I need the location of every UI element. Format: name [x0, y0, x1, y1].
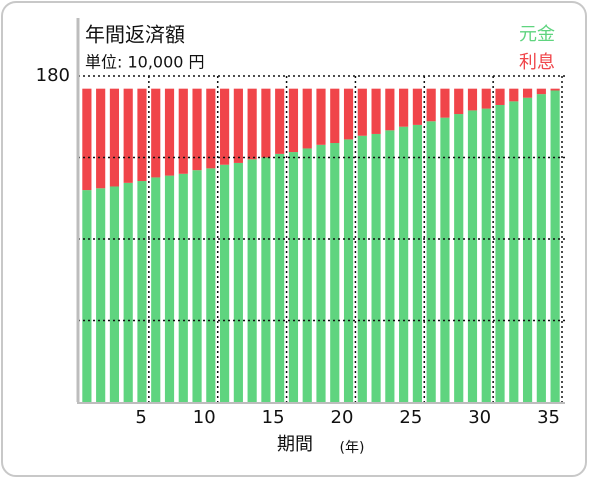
- x-tick-label: 5: [135, 407, 146, 428]
- bar-segment: [550, 88, 560, 91]
- bar-segment: [96, 88, 106, 189]
- x-tick-label: 30: [468, 407, 491, 428]
- bar-segment: [164, 175, 175, 402]
- bar-segment: [454, 114, 464, 403]
- bar-segment: [454, 88, 464, 115]
- x-axis-label: 期間: [277, 434, 313, 455]
- bar-segment: [206, 168, 216, 402]
- bar-segment: [536, 94, 546, 402]
- bar-segment: [440, 117, 450, 403]
- bar-segment: [371, 88, 381, 134]
- bar-segment: [330, 143, 340, 402]
- bar-segment: [467, 110, 478, 403]
- bar-segment: [481, 108, 491, 402]
- bar-segment: [109, 88, 120, 187]
- bar-segment: [481, 88, 491, 109]
- bar-segment: [192, 170, 202, 402]
- bar-segment: [412, 88, 422, 125]
- bar-segment: [495, 88, 505, 105]
- bar-segment: [357, 135, 367, 402]
- x-tick-label: 25: [399, 407, 422, 428]
- bar-segment: [178, 88, 188, 174]
- bar-segment: [426, 88, 436, 122]
- bar-segment: [288, 152, 299, 402]
- bar-segment: [343, 88, 354, 140]
- bar-segment: [495, 104, 505, 402]
- bar-segment: [220, 164, 230, 402]
- bar-segment: [275, 153, 285, 402]
- bar-segment: [412, 124, 422, 403]
- bar-segment: [206, 88, 216, 169]
- bar-segment: [247, 88, 257, 160]
- bar-segment: [109, 186, 120, 402]
- bar-segment: [123, 182, 133, 402]
- bar-segment: [96, 188, 106, 402]
- chart-title: 年間返済額: [85, 23, 185, 47]
- legend-label: 利息: [519, 52, 555, 73]
- bar-segment: [522, 97, 533, 402]
- bar-segment: [261, 157, 271, 402]
- bar-segment: [440, 88, 450, 118]
- y-tick-label: 180: [36, 65, 70, 86]
- bar-segment: [233, 162, 243, 402]
- x-tick-label: 15: [262, 407, 285, 428]
- x-tick-label: 35: [537, 407, 560, 428]
- bar-segment: [467, 88, 478, 111]
- bar-segment: [536, 88, 546, 95]
- bar-segment: [220, 88, 230, 165]
- bar-segment: [247, 159, 257, 402]
- bar-segment: [371, 133, 381, 402]
- bar-segment: [330, 88, 340, 144]
- bar-segment: [550, 90, 560, 402]
- bar-segment: [164, 88, 175, 176]
- bar-segment: [151, 177, 161, 402]
- bar-segment: [522, 88, 533, 98]
- x-axis-unit: (年): [340, 440, 365, 456]
- bar-segment: [151, 88, 161, 178]
- bar-segment: [385, 88, 395, 131]
- bar-segment: [288, 88, 299, 153]
- bar-segment: [82, 190, 92, 402]
- bar-segment: [137, 181, 147, 402]
- bar-segment: [82, 88, 92, 191]
- bar-segment: [137, 88, 147, 182]
- x-tick-label: 10: [193, 407, 216, 428]
- bar-segment: [123, 88, 133, 183]
- bar-segment: [385, 130, 395, 403]
- bar-segment: [399, 88, 409, 127]
- bar-segment: [426, 121, 436, 403]
- bar-segment: [192, 88, 202, 171]
- bar-segment: [343, 139, 354, 402]
- bar-segment: [275, 88, 285, 154]
- bar-segment: [261, 88, 271, 158]
- bar-segment: [302, 88, 312, 149]
- bar-segment: [233, 88, 243, 163]
- x-tick-label: 20: [331, 407, 354, 428]
- bar-segment: [509, 88, 519, 102]
- bar-segment: [302, 148, 312, 402]
- chart-subtitle: 単位: 10,000 円: [85, 53, 205, 72]
- bar-segment: [178, 173, 188, 402]
- bar-segment: [357, 88, 367, 136]
- bar-segment: [316, 144, 326, 403]
- legend-label: 元金: [519, 24, 555, 45]
- bar-segment: [316, 88, 326, 145]
- bar-segment: [399, 126, 409, 402]
- bar-segment: [509, 101, 519, 402]
